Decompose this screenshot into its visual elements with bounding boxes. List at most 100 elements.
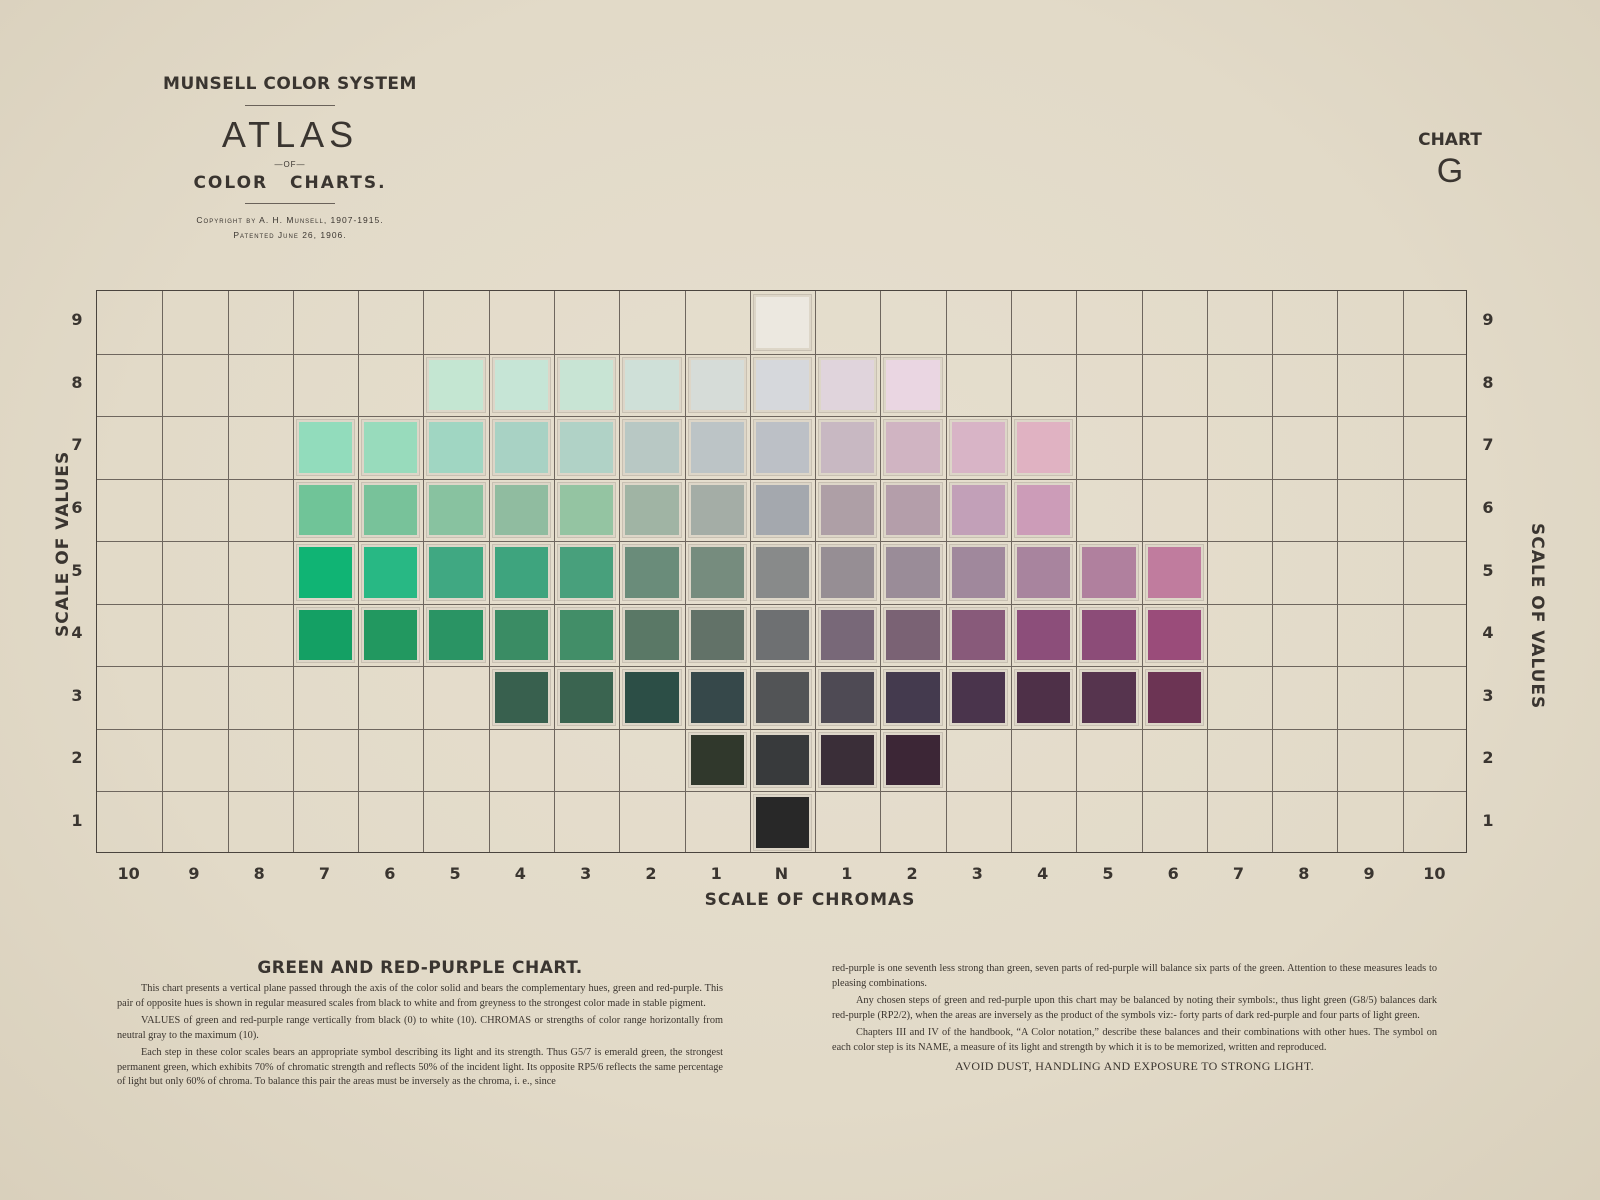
color-swatch [1017,484,1071,536]
grid-line [1337,291,1339,852]
color-swatch [625,484,679,536]
paragraph: This chart presents a vertical plane pas… [117,983,723,1009]
color-swatch [560,547,614,598]
description-left: This chart presents a vertical plane pas… [117,982,723,1090]
color-swatch [1017,422,1071,473]
of-label: —OF— [274,160,306,169]
paragraph: Any chosen steps of green and red-purple… [832,995,1437,1021]
grid-line [1141,291,1143,852]
color-swatch [298,484,353,536]
paragraph: Chapters III and IV of the handbook, “A … [832,1027,1437,1053]
value-tick-left: 6 [71,497,83,517]
grid-line [292,291,294,852]
grid-line [1011,291,1012,852]
color-swatch [364,609,418,661]
color-swatch [886,422,940,473]
color-swatch [886,734,940,786]
color-swatch [886,672,940,723]
color-swatch [560,359,614,411]
color-swatch [560,609,614,661]
color-swatch [755,609,810,661]
y-axis-label-right: SCALE OF VALUES [1527,523,1547,710]
grid-line [97,416,1466,418]
color-swatch [690,422,744,473]
color-swatch [821,422,875,473]
value-tick-right: 2 [1482,748,1494,768]
color-swatch [364,422,418,473]
color-swatch [886,359,940,411]
color-swatch [755,547,810,598]
color-swatch [1147,672,1201,723]
value-tick-right: 8 [1482,372,1494,392]
color-swatch [821,359,875,411]
grid-line [97,478,1466,480]
color-swatch [821,734,875,786]
paragraph: Each step in these color scales bears an… [117,1047,723,1087]
grid-line [97,728,1466,730]
grid-line [945,291,947,852]
description-right: red-purple is one seventh less strong th… [832,962,1437,1074]
grid-line [1402,291,1404,852]
grid-line [488,291,490,852]
color-swatch [429,422,483,473]
color-swatch [690,734,744,786]
color-swatch [951,484,1005,536]
color-swatch [298,609,353,661]
color-swatch [886,484,940,536]
chroma-tick: 9 [188,864,200,883]
grid-line [97,666,1466,668]
grid-line [1076,291,1078,852]
color-swatch [1017,547,1071,598]
patent: Patented June 26, 1906. [233,230,347,240]
paragraph: red-purple is one seventh less strong th… [832,963,1437,989]
color-swatch [494,547,548,598]
color-swatch [886,609,940,661]
system-title: MUNSELL COLOR SYSTEM [163,74,417,94]
value-tick-right: 3 [1482,685,1494,705]
color-swatch [690,484,744,536]
color-swatch [951,609,1005,661]
grid-line [97,791,1466,793]
chroma-tick: 7 [318,864,331,883]
grid-line [1206,291,1208,852]
value-tick-left: 3 [71,685,83,705]
grid-line [97,541,1466,543]
grid-line [227,291,229,852]
chroma-tick: 1 [841,864,853,883]
copyright: Copyright by A. H. Munsell, 1907-1915. [196,215,384,225]
chroma-tick: 10 [1423,864,1446,883]
grid-line [880,291,882,852]
color-swatch [951,672,1005,723]
color-swatch [1017,672,1071,723]
color-swatch [755,734,810,786]
color-swatch [560,672,614,723]
color-swatch [494,422,548,473]
chroma-tick: 4 [514,864,526,883]
color-swatch [821,547,875,598]
color-grid [96,290,1467,853]
chroma-tick: N [774,864,789,883]
value-tick-left: 8 [71,372,83,392]
grid-line [1272,291,1274,852]
value-tick-left: 7 [71,435,83,455]
color-charts-title: COLOR CHARTS. [193,173,387,193]
color-swatch [494,609,548,661]
color-swatch [494,359,548,411]
chroma-tick: 5 [449,864,461,883]
chroma-tick: 8 [253,864,265,883]
value-tick-right: 1 [1482,810,1494,830]
color-swatch [951,422,1005,473]
color-swatch [364,547,418,598]
chroma-tick: 1 [710,864,722,883]
chroma-tick: 7 [1232,864,1245,883]
grid-line [97,353,1466,355]
color-swatch [625,359,679,411]
divider [245,105,335,106]
grid-line [684,291,686,852]
grid-line [749,291,751,852]
value-tick-right: 7 [1482,435,1494,455]
y-axis-label-left: SCALE OF VALUES [53,450,73,637]
color-swatch [298,547,353,598]
color-swatch [1147,547,1201,598]
color-swatch [494,672,548,723]
